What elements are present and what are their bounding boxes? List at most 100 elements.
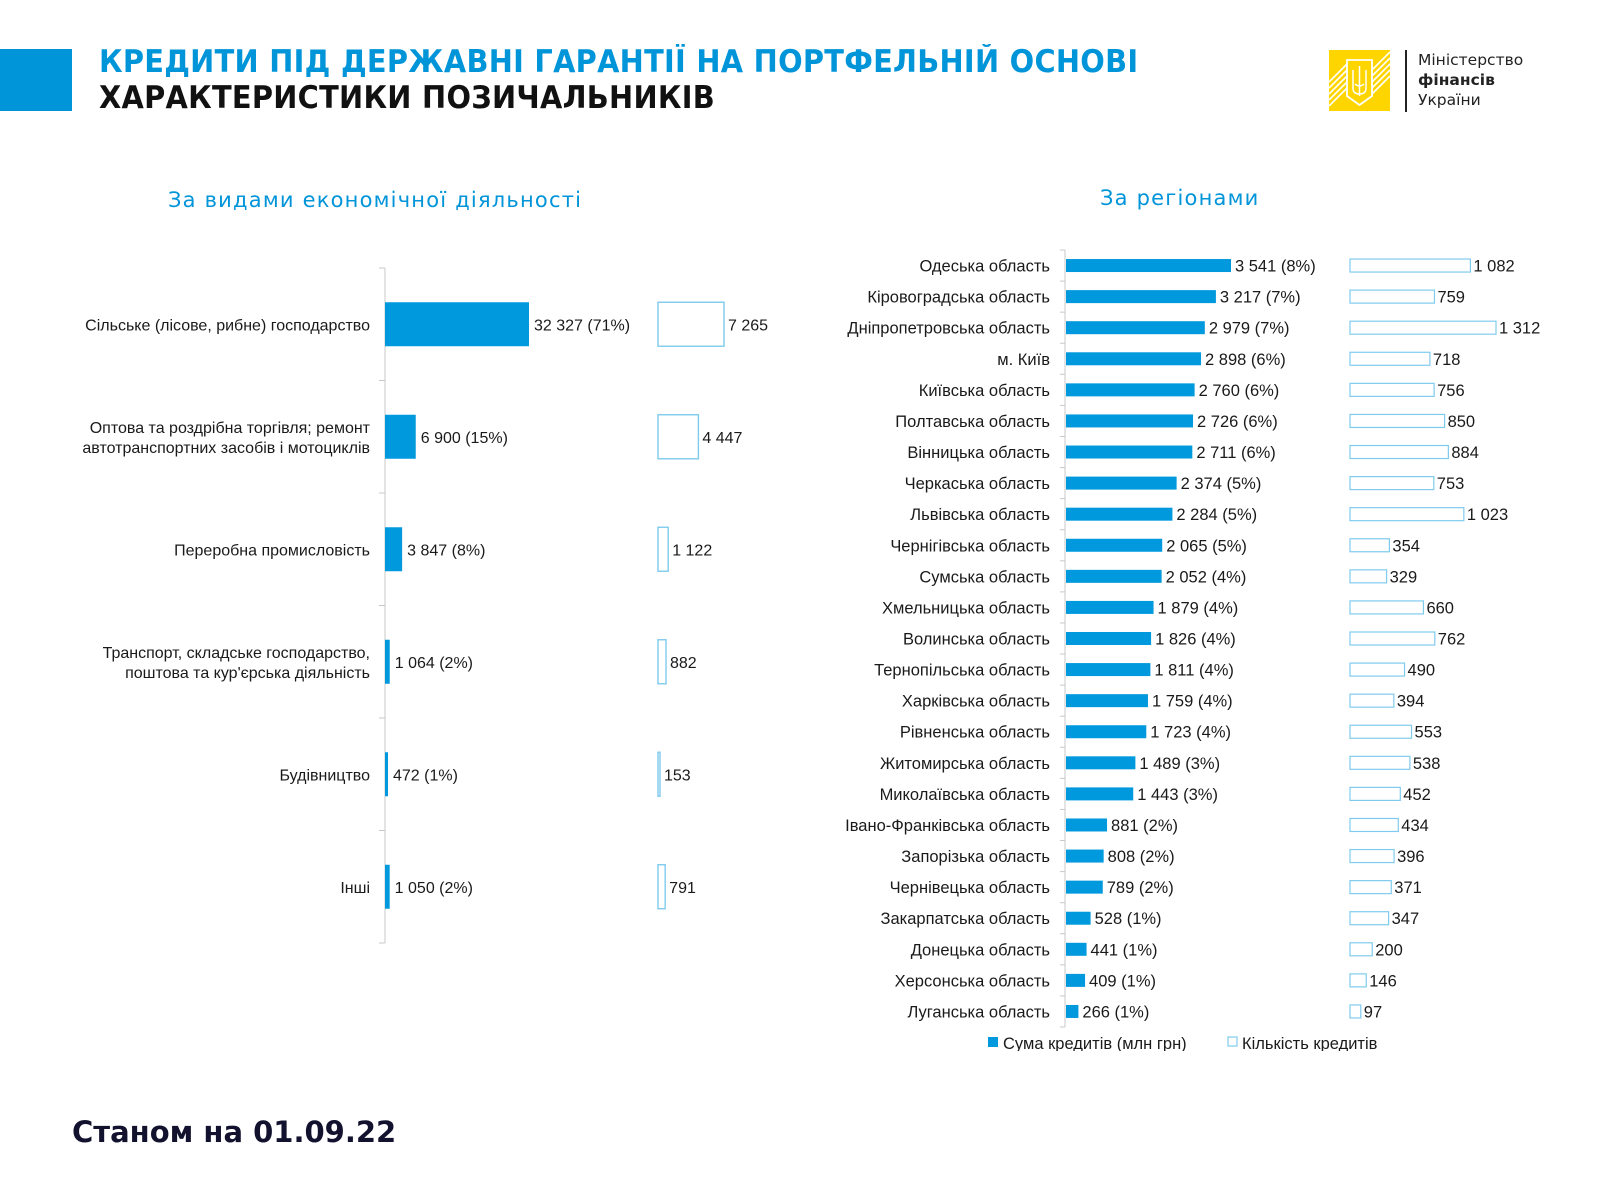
count-label: 7 265 xyxy=(728,317,768,334)
count-bar xyxy=(1349,507,1465,522)
count-bar xyxy=(1349,942,1373,957)
category-label: Івано-Франківська область xyxy=(845,817,1050,835)
category-label: Черкаська область xyxy=(905,475,1050,493)
sum-bar xyxy=(1066,569,1162,583)
count-label: 347 xyxy=(1392,910,1420,928)
count-label: 452 xyxy=(1403,786,1431,804)
sum-label: 3 541 (8%) xyxy=(1235,258,1316,276)
sum-bar xyxy=(385,527,403,572)
count-label: 762 xyxy=(1438,631,1466,649)
sum-label: 2 760 (6%) xyxy=(1199,382,1280,400)
category-label: Переробна промисловість xyxy=(174,542,370,559)
count-bar xyxy=(1349,662,1406,677)
sum-label: 1 723 (4%) xyxy=(1150,724,1231,742)
sum-bar xyxy=(1066,476,1177,490)
sum-bar xyxy=(385,414,416,459)
as-of-date: Станом на 01.09.22 xyxy=(72,1115,397,1149)
sum-label: 472 (1%) xyxy=(393,767,458,784)
legend-label-count: Кількість кредитів xyxy=(1242,1035,1378,1053)
count-bar xyxy=(1349,413,1446,429)
count-label: 660 xyxy=(1426,599,1454,617)
sum-bar xyxy=(1066,414,1194,428)
sum-bar xyxy=(1066,1004,1079,1018)
count-bar xyxy=(1349,1004,1362,1019)
sum-label: 1 489 (3%) xyxy=(1139,755,1220,773)
count-label: 884 xyxy=(1451,444,1479,462)
chart-legend: Сума кредитів (млн грн) Кількість кредиті… xyxy=(988,1035,1378,1053)
sum-bar xyxy=(1066,725,1147,739)
sum-label: 409 (1%) xyxy=(1089,972,1156,990)
count-label: 371 xyxy=(1394,879,1422,897)
count-bar xyxy=(1349,320,1497,335)
category-label: Полтавська область xyxy=(895,413,1050,431)
category-label: Запорізька область xyxy=(901,848,1050,866)
sum-label: 789 (2%) xyxy=(1107,879,1174,897)
category-label: Рівненська область xyxy=(900,724,1050,742)
category-label: Волинська область xyxy=(903,631,1050,649)
sum-bar xyxy=(1066,756,1136,770)
count-label: 394 xyxy=(1397,693,1425,711)
sum-bar xyxy=(385,639,390,684)
count-bar xyxy=(1349,786,1401,802)
sum-label: 2 726 (6%) xyxy=(1197,413,1278,431)
count-label: 4 447 xyxy=(702,430,742,447)
category-label: Луганська область xyxy=(908,1003,1051,1021)
count-bar xyxy=(1349,476,1435,491)
count-bar xyxy=(1349,724,1413,739)
sum-bar xyxy=(1066,538,1163,552)
category-label: Оптова та роздрібна торгівля; ремонт xyxy=(90,420,371,437)
sum-bar xyxy=(1066,383,1195,397)
header-accent-square xyxy=(0,49,72,111)
chart-title-activity: За видами економічної діяльності xyxy=(168,188,583,212)
category-label: Чернігівська область xyxy=(890,537,1050,555)
trident-emblem-icon xyxy=(1329,50,1390,111)
sum-label: 32 327 (71%) xyxy=(534,317,630,334)
category-label: автотранспортних засобів і мотоциклів xyxy=(82,440,370,457)
sum-label: 1 050 (2%) xyxy=(395,880,473,897)
category-label: поштова та кур'єрська діяльність xyxy=(125,665,370,682)
ministry-name-line1: Міністерство xyxy=(1418,51,1524,69)
category-label: Донецька область xyxy=(911,941,1050,959)
count-bar xyxy=(657,751,661,797)
sum-bar xyxy=(1066,663,1151,677)
category-label: Чернівецька область xyxy=(890,879,1050,897)
category-label: Дніпропетровська область xyxy=(847,320,1050,338)
count-label: 396 xyxy=(1397,848,1425,866)
count-bar xyxy=(1349,880,1392,895)
sum-bar xyxy=(385,752,388,797)
sum-bar xyxy=(1066,880,1103,894)
count-label: 791 xyxy=(669,880,696,897)
sum-bar xyxy=(1066,849,1104,863)
sum-bar xyxy=(385,302,529,347)
count-bar xyxy=(1349,258,1472,273)
category-label: Миколаївська область xyxy=(880,786,1050,804)
sum-bar xyxy=(1066,787,1134,801)
count-bar xyxy=(1349,538,1390,553)
page-title: КРЕДИТИ ПІД ДЕРЖАВНІ ГАРАНТІЇ НА ПОРТФЕЛ… xyxy=(99,44,1139,80)
count-label: 146 xyxy=(1369,972,1397,990)
sum-bar xyxy=(1066,694,1148,708)
count-label: 1 082 xyxy=(1473,258,1514,276)
ministry-name: Міністерство фінансів України xyxy=(1418,50,1523,110)
category-label: Сумська область xyxy=(919,568,1050,586)
page-subtitle: ХАРАКТЕРИСТИКИ ПОЗИЧАЛЬНИКІВ xyxy=(99,80,715,116)
activity-chart: Сільське (лісове, рибне) господарство 32 … xyxy=(82,267,768,944)
count-bar xyxy=(1349,973,1367,988)
sum-label: 2 374 (5%) xyxy=(1181,475,1262,493)
sum-label: 2 711 (6%) xyxy=(1196,444,1276,462)
count-label: 756 xyxy=(1437,382,1465,400)
sum-bar xyxy=(1066,352,1202,366)
count-bar xyxy=(1349,351,1431,366)
category-label: Харківська область xyxy=(902,693,1050,711)
category-label: Закарпатська область xyxy=(881,910,1050,928)
count-bar xyxy=(657,414,700,460)
sum-label: 1 759 (4%) xyxy=(1152,693,1233,711)
ministry-name-line3: України xyxy=(1418,91,1481,109)
category-label: Київська область xyxy=(919,382,1050,400)
sum-label: 1 879 (4%) xyxy=(1158,599,1239,617)
sum-label: 2 284 (5%) xyxy=(1176,506,1257,524)
sum-bar xyxy=(385,864,390,909)
count-label: 753 xyxy=(1437,475,1465,493)
category-label: Сільське (лісове, рибне) господарство xyxy=(85,317,370,334)
legend-label-sum: Сума кредитів (млн грн) xyxy=(1003,1035,1187,1053)
